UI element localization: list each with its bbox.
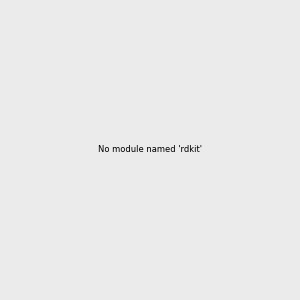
Text: No module named 'rdkit': No module named 'rdkit' [98, 146, 202, 154]
